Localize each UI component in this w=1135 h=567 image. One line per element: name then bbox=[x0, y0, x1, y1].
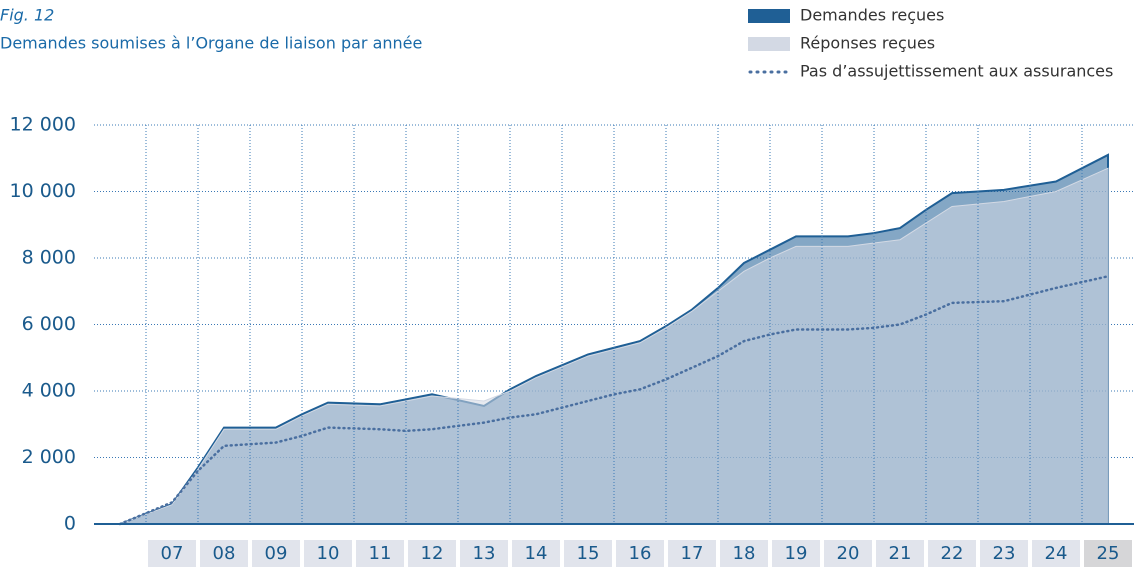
y-tick-label: 10 000 bbox=[10, 180, 76, 202]
x-tick-label: 14 bbox=[525, 543, 548, 564]
legend-label: Réponses reçues bbox=[800, 34, 935, 53]
x-tick-label: 13 bbox=[473, 543, 496, 564]
x-tick-box bbox=[460, 540, 508, 567]
legend-swatch bbox=[748, 37, 790, 51]
x-tick-box bbox=[564, 540, 612, 567]
x-tick-box bbox=[1032, 540, 1080, 567]
legend-swatch bbox=[748, 9, 790, 23]
x-tick-label: 25 bbox=[1097, 543, 1120, 564]
x-tick-box bbox=[616, 540, 664, 567]
x-tick-label: 12 bbox=[421, 543, 444, 564]
x-tick-label: 07 bbox=[161, 543, 184, 564]
chart-subtitle: Demandes soumises à l’Organe de liaison … bbox=[0, 34, 422, 53]
x-tick-box bbox=[252, 540, 300, 567]
y-tick-label: 6 000 bbox=[22, 313, 76, 335]
x-tick-box bbox=[772, 540, 820, 567]
x-tick-label: 18 bbox=[733, 543, 756, 564]
y-tick-label: 0 bbox=[64, 513, 76, 535]
x-tick-label: 08 bbox=[213, 543, 236, 564]
x-tick-label: 22 bbox=[941, 543, 964, 564]
x-tick-box bbox=[928, 540, 976, 567]
x-tick-label: 17 bbox=[681, 543, 704, 564]
x-tick-box bbox=[824, 540, 872, 567]
x-tick-label: 23 bbox=[993, 543, 1016, 564]
x-tick-box bbox=[668, 540, 716, 567]
x-tick-label: 11 bbox=[369, 543, 392, 564]
x-tick-box bbox=[408, 540, 456, 567]
legend-label: Demandes reçues bbox=[800, 6, 944, 25]
x-tick-box bbox=[200, 540, 248, 567]
x-tick-box bbox=[512, 540, 560, 567]
x-tick-label: 16 bbox=[629, 543, 652, 564]
y-tick-label: 8 000 bbox=[22, 247, 76, 269]
x-tick-box bbox=[720, 540, 768, 567]
y-tick-label: 4 000 bbox=[22, 380, 76, 402]
x-tick-box bbox=[304, 540, 352, 567]
y-tick-label: 12 000 bbox=[10, 114, 76, 136]
x-tick-label: 21 bbox=[889, 543, 912, 564]
x-tick-label: 20 bbox=[837, 543, 860, 564]
x-tick-label: 19 bbox=[785, 543, 808, 564]
x-tick-box bbox=[1084, 540, 1132, 567]
x-tick-label: 09 bbox=[265, 543, 288, 564]
x-tick-box bbox=[148, 540, 196, 567]
x-tick-label: 24 bbox=[1045, 543, 1068, 564]
x-tick-label: 10 bbox=[317, 543, 340, 564]
area bbox=[119, 167, 1109, 525]
x-tick-box bbox=[876, 540, 924, 567]
x-tick-box bbox=[980, 540, 1028, 567]
x-tick-label: 15 bbox=[577, 543, 600, 564]
x-tick-box bbox=[356, 540, 404, 567]
y-tick-label: 2 000 bbox=[22, 446, 76, 468]
legend-label: Pas d’assujettissement aux assurances bbox=[800, 62, 1113, 81]
chart-title: Fig. 12 bbox=[0, 6, 54, 25]
